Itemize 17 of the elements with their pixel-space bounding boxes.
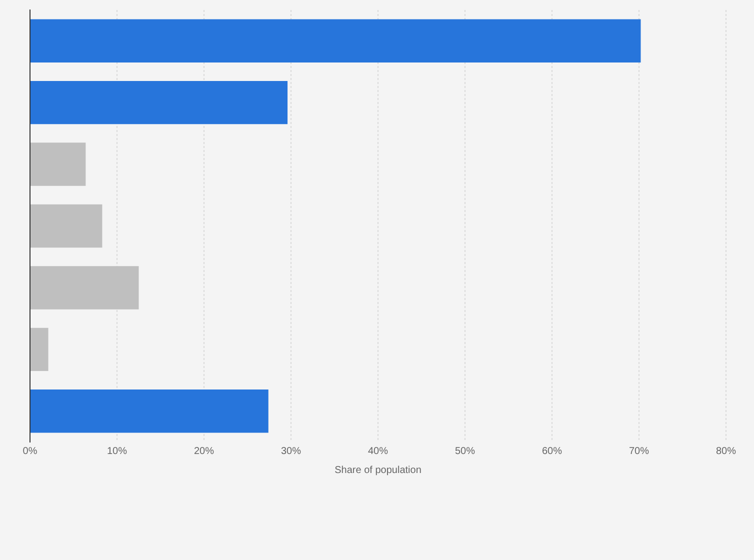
bar [30,204,102,248]
x-tick-label: 30% [280,446,302,457]
x-tick-label: 50% [454,446,476,457]
x-tick-label: 0% [22,446,38,457]
x-tick-label: 20% [194,446,214,457]
bar [30,328,48,372]
x-tick-label: 80% [716,446,736,457]
x-tick-label: 70% [628,446,650,457]
bar [30,142,86,186]
x-tick-label: 60% [542,446,562,457]
bar [30,19,641,62]
x-tick-label: 10% [106,446,128,457]
x-tick-label: 40% [368,446,388,457]
bar [30,266,139,310]
x-axis-title: Share of population [334,464,422,476]
bar [30,80,288,124]
bar [30,390,268,433]
